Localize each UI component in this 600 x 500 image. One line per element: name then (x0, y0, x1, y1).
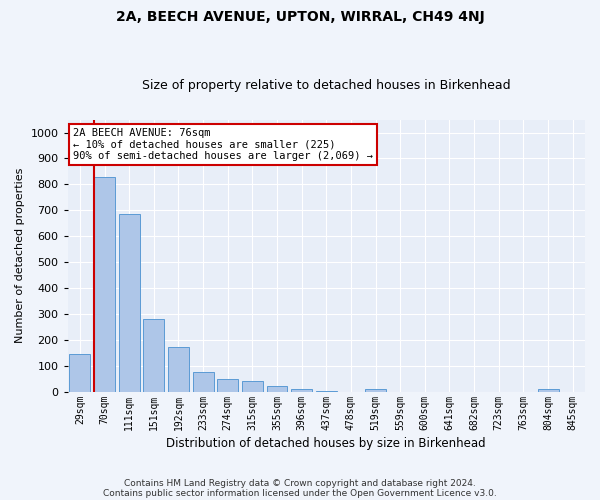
Text: Contains public sector information licensed under the Open Government Licence v3: Contains public sector information licen… (103, 488, 497, 498)
Text: Contains HM Land Registry data © Crown copyright and database right 2024.: Contains HM Land Registry data © Crown c… (124, 478, 476, 488)
Bar (168, 346, 189, 392)
Bar (193, 372, 214, 392)
Text: 2A, BEECH AVENUE, UPTON, WIRRAL, CH49 4NJ: 2A, BEECH AVENUE, UPTON, WIRRAL, CH49 4N… (116, 10, 484, 24)
Y-axis label: Number of detached properties: Number of detached properties (15, 168, 25, 344)
Bar (217, 379, 238, 392)
Text: 2A BEECH AVENUE: 76sqm
← 10% of detached houses are smaller (225)
90% of semi-de: 2A BEECH AVENUE: 76sqm ← 10% of detached… (73, 128, 373, 161)
Bar (119, 214, 140, 392)
Bar (143, 320, 164, 392)
Bar (242, 381, 263, 392)
Bar (266, 386, 287, 392)
Bar (365, 389, 386, 392)
Bar (94, 176, 115, 392)
Bar (538, 390, 559, 392)
Title: Size of property relative to detached houses in Birkenhead: Size of property relative to detached ho… (142, 79, 511, 92)
Bar (316, 390, 337, 392)
Bar (70, 354, 91, 392)
Bar (291, 389, 312, 392)
X-axis label: Distribution of detached houses by size in Birkenhead: Distribution of detached houses by size … (166, 437, 486, 450)
